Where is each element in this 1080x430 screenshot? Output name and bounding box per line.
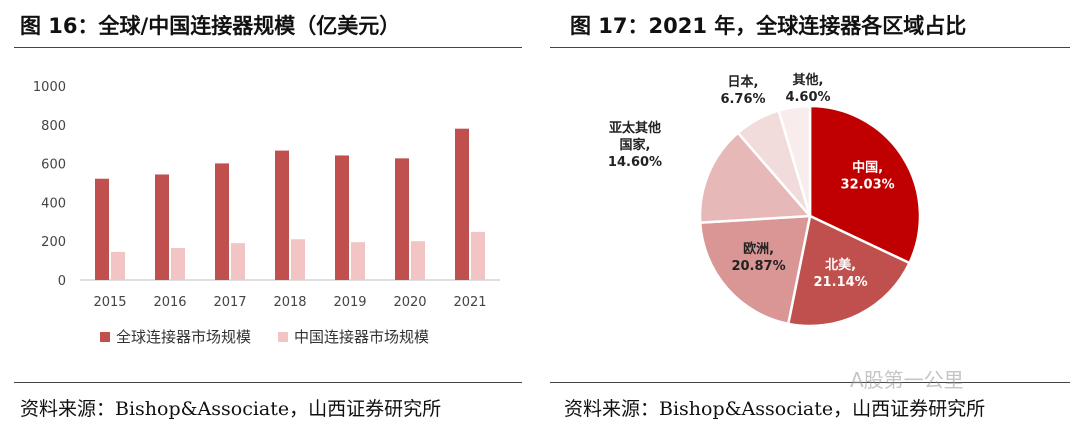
x-tick-label: 2018 (273, 295, 306, 310)
bar (291, 239, 305, 280)
bar (231, 243, 245, 280)
y-tick-label: 0 (58, 274, 66, 289)
bar (275, 150, 289, 280)
right-panel: 图 17：2021 年，全球连接器各区域占比 中国, 32.03% 北美, 21.14… (550, 0, 1080, 430)
pie-chart-title: 图 17：2021 年，全球连接器各区域占比 (570, 14, 967, 38)
left-panel: 图 16：全球/中国连接器规模（亿美元） 0 200 400 600 800 1000 20… (0, 0, 530, 430)
legend-swatch (100, 332, 110, 342)
top-rule (550, 47, 1070, 48)
bar (215, 163, 229, 280)
pie-label: 欧洲, 20.87% (731, 241, 785, 274)
pie-slice (786, 214, 912, 328)
bar (155, 174, 169, 280)
bar (171, 247, 185, 280)
pie-label: 其他, 4.60% (785, 72, 830, 105)
watermark: A股第一公里 (850, 368, 964, 392)
pie-label: 日本, 6.76% (720, 74, 765, 107)
bottom-rule (14, 382, 522, 383)
pie-label: 中国, 32.03% (841, 160, 895, 193)
bar-chart-source: 资料来源：Bishop&Associate，山西证券研究所 (20, 398, 442, 420)
legend-label: 全球连接器市场规模 (116, 328, 251, 346)
legend-label: 中国连接器市场规模 (294, 328, 429, 346)
pie-slice (777, 104, 812, 217)
bar (111, 251, 125, 280)
pie-slice (808, 104, 922, 265)
y-tick-label: 1000 (33, 80, 66, 95)
bar (455, 128, 469, 280)
bar (95, 178, 109, 280)
bar-chart: 0 200 400 600 800 1000 2015 2016 2017 2018 2019 202… (33, 80, 500, 346)
y-tick-label: 400 (41, 196, 66, 211)
legend-swatch (278, 332, 288, 342)
pie-label: 亚太其他国家, 14.60% (608, 120, 662, 170)
top-rule (14, 47, 522, 48)
bar (395, 158, 409, 280)
bottom-rule (550, 382, 1070, 383)
y-tick-label: 200 (41, 235, 66, 250)
bar-chart-title: 图 16：全球/中国连接器规模（亿美元） (20, 14, 401, 38)
pie-slice (698, 214, 812, 326)
x-tick-label: 2015 (93, 295, 126, 310)
y-tick-label: 600 (41, 158, 66, 173)
pie-chart-source: 资料来源：Bishop&Associate，山西证券研究所 (564, 398, 986, 420)
x-tick-label: 2020 (393, 295, 426, 310)
bar (471, 231, 485, 280)
bar (411, 241, 425, 280)
x-tick-label: 2021 (453, 295, 486, 310)
bar (335, 155, 349, 280)
pie-chart: 中国, 32.03% 北美, 21.14% 欧洲, 20.87% 亚太其他国家, 14.60%… (608, 72, 922, 328)
pie-slice (698, 131, 813, 224)
pie-label: 北美, 21.14% (814, 257, 868, 290)
y-tick-label: 800 (41, 119, 66, 134)
x-tick-label: 2016 (153, 295, 186, 310)
bar (351, 242, 365, 280)
x-tick-label: 2017 (213, 295, 246, 310)
x-tick-label: 2019 (333, 295, 366, 310)
